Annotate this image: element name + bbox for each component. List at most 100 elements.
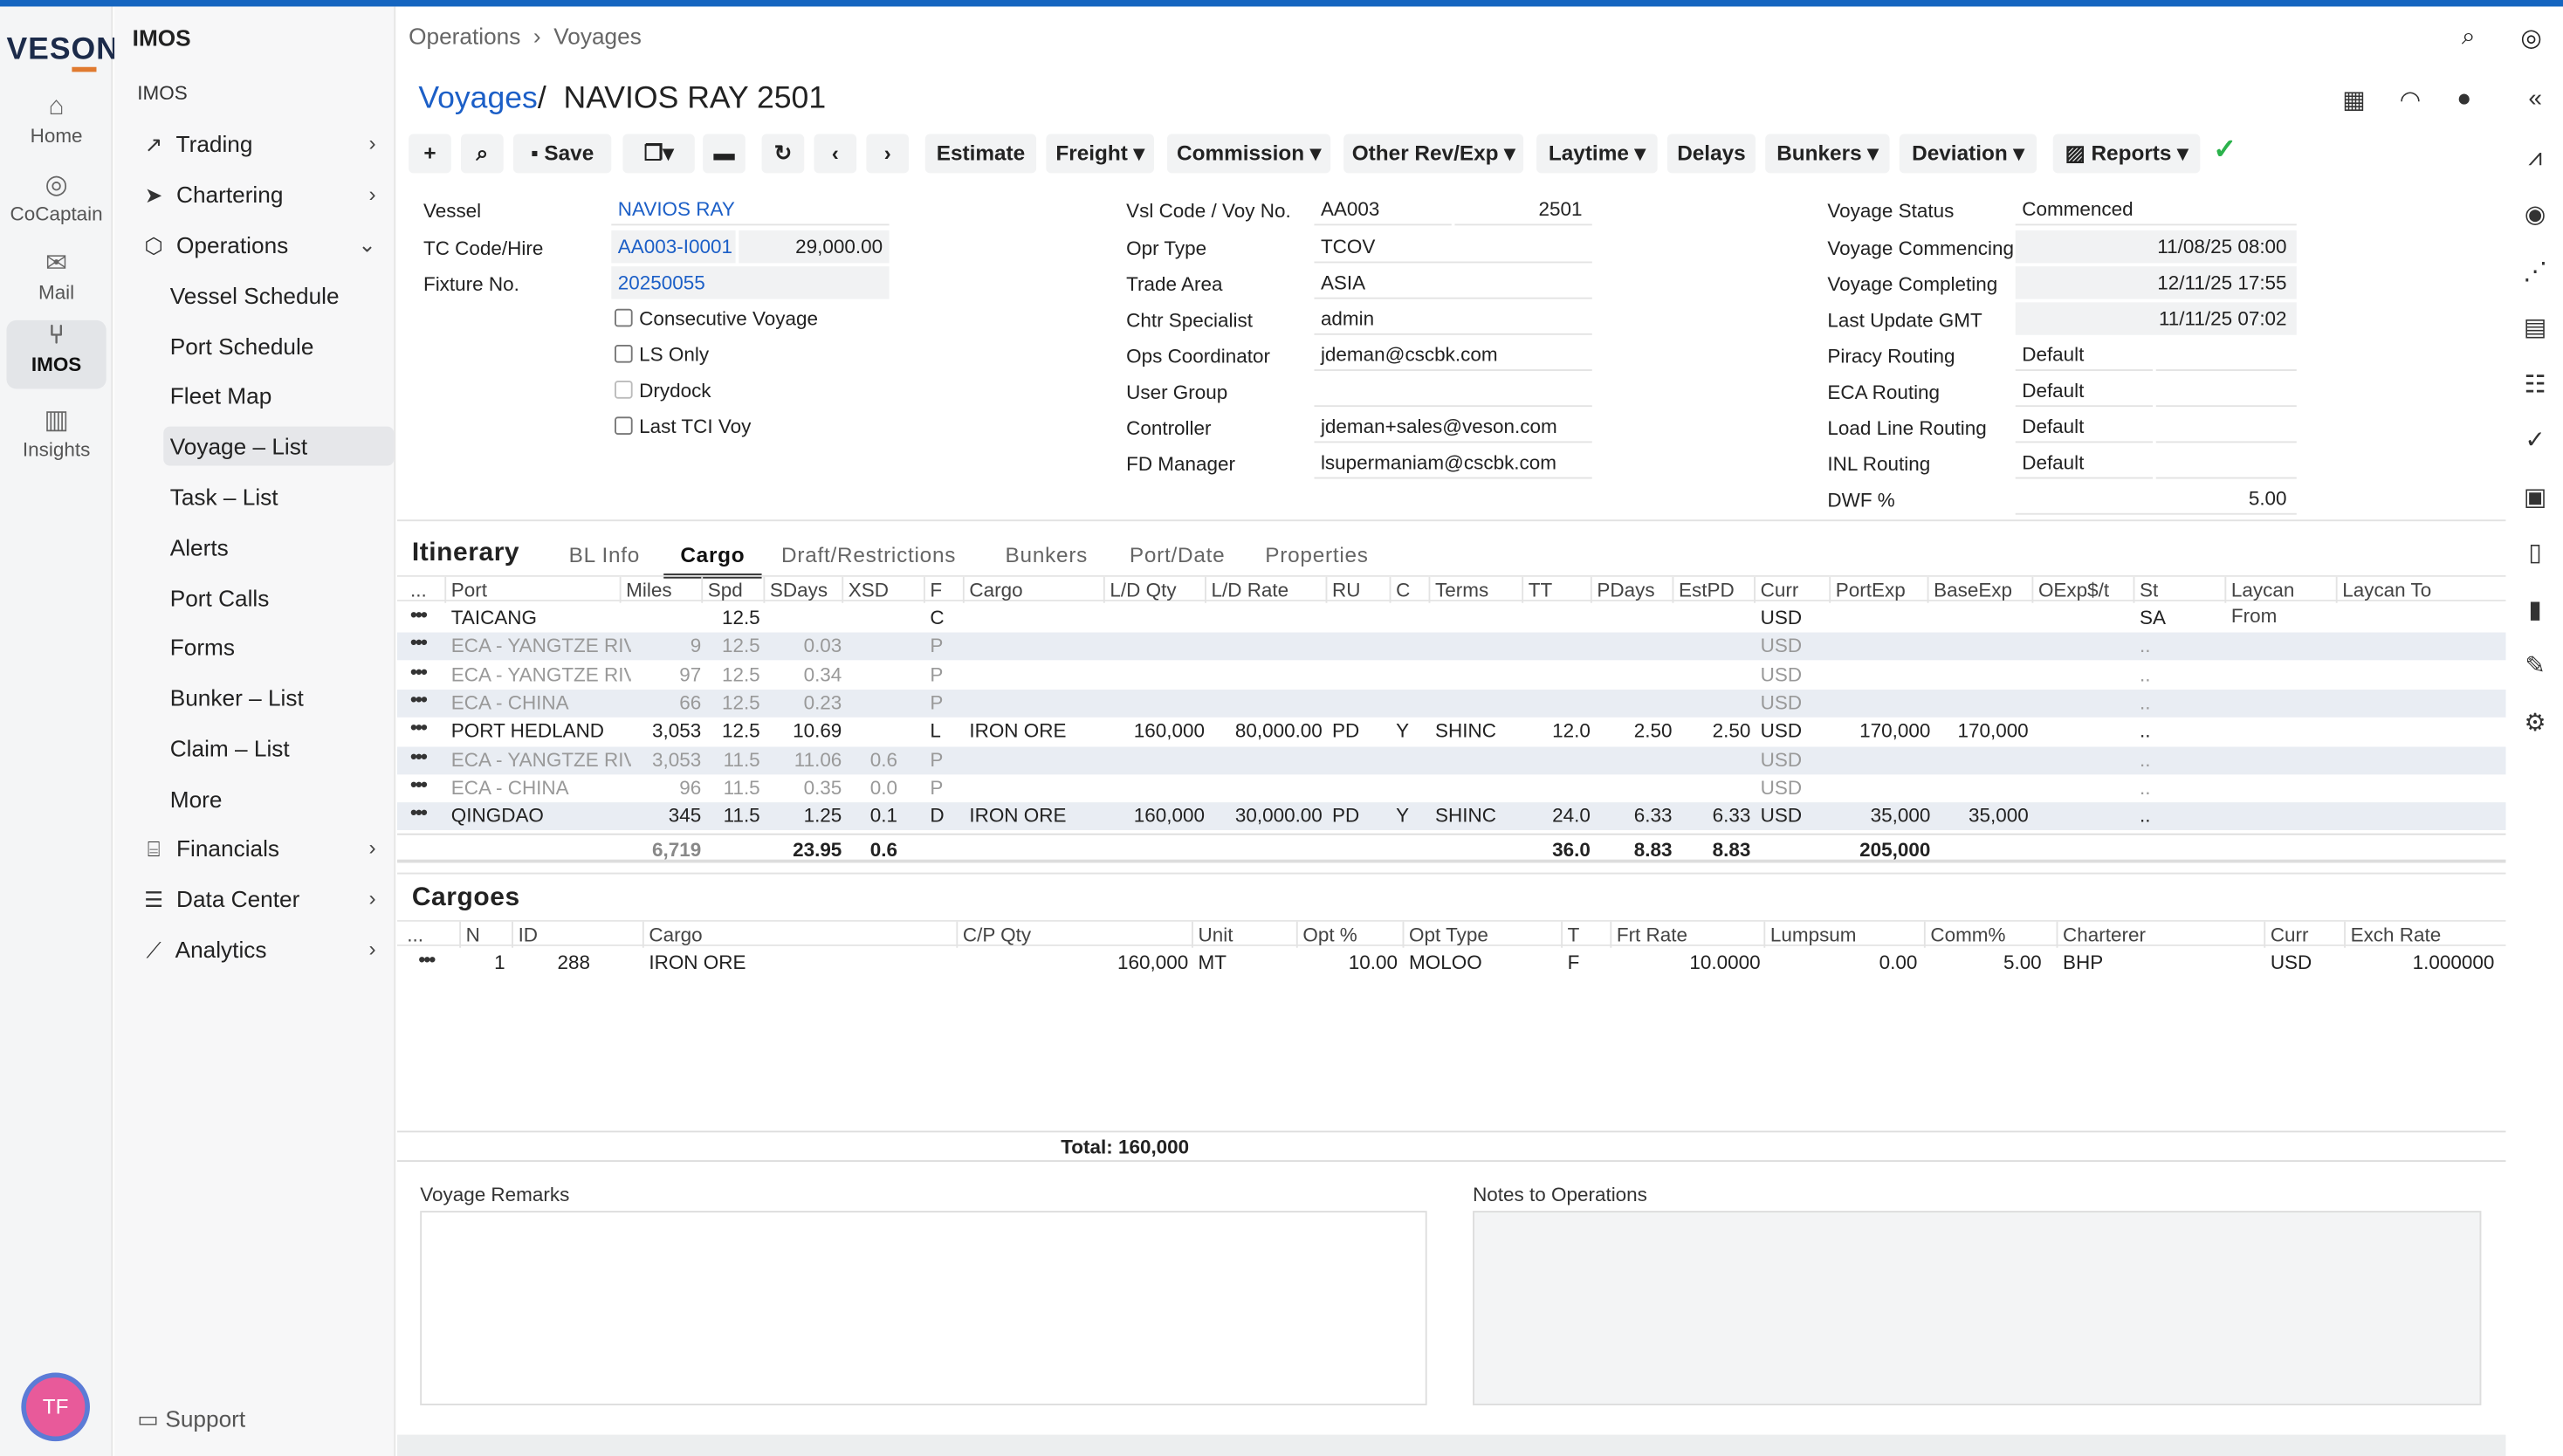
ops-coordinator-field[interactable]: jdeman@cscbk.com	[1314, 339, 1592, 371]
cargoes-col-header[interactable]: Cargo	[649, 923, 703, 946]
cargo-cell[interactable]: MOLOO	[1409, 951, 1482, 974]
itinerary-cell[interactable]: PD	[1332, 804, 1360, 828]
cargoes-col-header[interactable]: Unit	[1198, 923, 1233, 946]
row-menu-icon[interactable]: •••	[409, 773, 428, 796]
nav-task-list[interactable]: Task – List	[169, 484, 278, 511]
delays-button[interactable]: Delays	[1666, 134, 1756, 174]
rail-home[interactable]: ⌂ Home	[6, 92, 106, 161]
nav-bunker-list[interactable]: Bunker – List	[169, 684, 304, 711]
cargo-cell[interactable]: IRON ORE	[649, 951, 746, 974]
speedometer-icon[interactable]: ◠	[2399, 86, 2422, 115]
bunkers-menu[interactable]: Bunkers ▾	[1765, 134, 1890, 174]
voyage-completing-field[interactable]: 12/11/25 17:55	[2015, 266, 2297, 299]
cargo-cell[interactable]: F	[1567, 951, 1580, 974]
itinerary-col-header[interactable]: Laycan To	[2342, 578, 2432, 601]
itinerary-cell[interactable]: 160,000	[1133, 719, 1205, 743]
itinerary-cell[interactable]: 345	[668, 804, 702, 828]
hire-field[interactable]: 29,000.00	[739, 230, 890, 264]
cargo-row[interactable]: ••• 1 288 IRON ORE 160,000 MT 10.00 MOLOO F 10.00…	[397, 948, 2505, 978]
cargo-cell[interactable]: 10.00	[1348, 951, 1398, 974]
itinerary-col-header[interactable]: OExp$/t	[2037, 578, 2110, 601]
cargo-cell[interactable]: 288	[557, 951, 590, 974]
itinerary-row[interactable]: ••• TAICANG 12.5 C USD SA	[397, 602, 2505, 633]
cargo-cell[interactable]: 0.00	[1879, 951, 1918, 974]
search-icon[interactable]: ⌕	[2461, 23, 2476, 52]
itinerary-cell[interactable]: 11.5	[723, 747, 760, 771]
itinerary-cell[interactable]: ..	[2140, 663, 2151, 686]
itinerary-cell[interactable]: 12.5	[721, 690, 760, 714]
row-menu-icon[interactable]: •••	[409, 687, 428, 711]
cargoes-col-header[interactable]: C/P Qty	[962, 923, 1032, 946]
itinerary-cell[interactable]: 0.23	[803, 690, 842, 714]
itinerary-cell[interactable]: TAICANG	[450, 606, 538, 629]
cargo-cell[interactable]: 160,000	[1117, 951, 1189, 974]
load-line-routing-field[interactable]: Default	[2015, 410, 2154, 443]
tab-draft-restrictions[interactable]: Draft/Restrictions	[781, 542, 957, 567]
itinerary-cell[interactable]: SHINC	[1435, 804, 1496, 828]
row-menu-icon[interactable]: •••	[409, 602, 428, 626]
itinerary-cell[interactable]: ECA - YANGTZE RIV	[450, 634, 631, 658]
itinerary-cell[interactable]: 170,000	[1957, 719, 2029, 743]
cargoes-col-header[interactable]: Lumpsum	[1769, 923, 1857, 946]
itinerary-cell[interactable]: 12.5	[721, 663, 760, 686]
itinerary-cell[interactable]: IRON ORE	[969, 804, 1067, 828]
freight-menu[interactable]: Freight ▾	[1046, 134, 1154, 174]
itinerary-cell[interactable]: 12.5	[721, 606, 760, 629]
row-menu-icon[interactable]: •••	[409, 631, 428, 655]
nav-analytics[interactable]: ⟋ Analytics ›	[137, 930, 386, 969]
breadcrumb-voyages[interactable]: Voyages	[553, 23, 642, 50]
itinerary-cell[interactable]: 0.1	[869, 804, 897, 828]
load-line-routing-extra[interactable]	[2155, 410, 2297, 443]
user-group-field[interactable]	[1314, 374, 1592, 408]
commission-menu[interactable]: Commission ▾	[1166, 134, 1331, 174]
apps-icon[interactable]: ▣	[2523, 484, 2547, 512]
tasks-icon[interactable]: ☷	[2524, 370, 2546, 399]
itinerary-col-header[interactable]: F	[930, 578, 943, 601]
itinerary-row[interactable]: ••• ECA - CHINA 66 12.5 0.23 P USD..	[397, 687, 2506, 718]
itinerary-col-header[interactable]: Cargo	[969, 578, 1023, 601]
cargo-cell[interactable]: USD	[2270, 951, 2312, 974]
gear-icon[interactable]: ⚙	[2524, 709, 2546, 738]
itinerary-col-header[interactable]: L/D Qty	[1110, 578, 1177, 601]
cocaptain-icon[interactable]: ◎	[2520, 24, 2542, 52]
drydock-checkbox[interactable]: Drydock	[615, 379, 711, 402]
itinerary-cell[interactable]: USD	[1760, 606, 1803, 629]
nav-claim-list[interactable]: Claim – List	[169, 735, 290, 762]
cargoes-col-header[interactable]: ...	[407, 923, 423, 946]
itinerary-cell[interactable]: USD	[1760, 719, 1803, 743]
cargoes-col-header[interactable]: Opt %	[1302, 923, 1357, 946]
itinerary-cell[interactable]: 1.25	[803, 804, 842, 828]
cargo-cell[interactable]: 1	[494, 951, 505, 974]
itinerary-col-header[interactable]: RU	[1332, 578, 1361, 601]
itinerary-col-header[interactable]: Spd	[707, 578, 743, 601]
itinerary-cell[interactable]: ECA - YANGTZE RIV	[450, 663, 631, 686]
itinerary-cell[interactable]: QINGDAO	[450, 804, 544, 828]
itinerary-cell[interactable]: 6.33	[1712, 804, 1751, 828]
voy-no-field[interactable]: 2501	[1454, 193, 1592, 226]
chtr-specialist-field[interactable]: admin	[1314, 302, 1592, 335]
itinerary-col-header[interactable]: PortExp	[1835, 578, 1906, 601]
itinerary-cell[interactable]: 0.34	[803, 663, 842, 686]
voyages-link[interactable]: Voyages	[418, 81, 538, 116]
rail-mail[interactable]: ✉ Mail	[6, 249, 106, 318]
itinerary-cell[interactable]: ..	[2140, 690, 2151, 714]
check-icon[interactable]: ✓	[2213, 134, 2237, 166]
cargoes-col-header[interactable]: Curr	[2270, 923, 2309, 946]
itinerary-col-header[interactable]: Miles	[626, 578, 672, 601]
itinerary-cell[interactable]: 9	[690, 634, 702, 658]
check-circle-icon[interactable]: ✓	[2525, 426, 2546, 455]
itinerary-cell[interactable]: USD	[1760, 634, 1803, 658]
piracy-routing-field[interactable]: Default	[2015, 339, 2154, 371]
inl-routing-extra[interactable]	[2155, 446, 2297, 479]
itinerary-cell[interactable]: ..	[2140, 775, 2151, 800]
itinerary-cell[interactable]: P	[930, 690, 944, 714]
next-icon[interactable]: ›	[866, 134, 910, 174]
itinerary-col-header[interactable]: BaseExp	[1934, 578, 2013, 601]
itinerary-cell[interactable]: P	[930, 747, 944, 771]
itinerary-col-header[interactable]: PDays	[1597, 578, 1655, 601]
itinerary-cell[interactable]: ECA - YANGTZE RIV	[450, 747, 631, 771]
nav-chartering[interactable]: ➤ Chartering ›	[137, 175, 386, 214]
tab-port-date[interactable]: Port/Date	[1129, 542, 1226, 567]
eca-routing-extra[interactable]	[2155, 374, 2297, 408]
itinerary-cell[interactable]: 35,000	[1870, 804, 1931, 828]
